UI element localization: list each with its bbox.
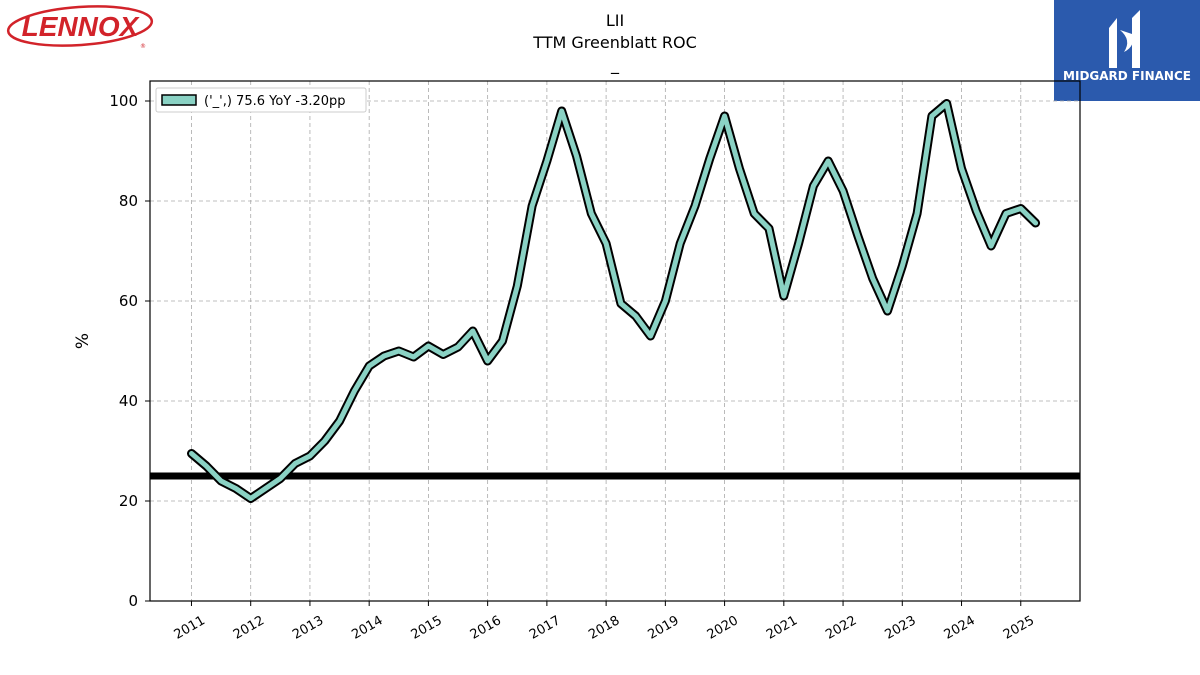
y-axis: 0 20 40 60 80 100 — [109, 92, 150, 610]
x-tick-label: 2014 — [349, 613, 385, 643]
series-line — [189, 101, 1039, 501]
x-axis: 2011 2012 2013 2014 2015 2016 2017 2018 2019 2020… — [172, 601, 1037, 643]
x-tick-label: 2011 — [172, 613, 208, 643]
x-tick-label: 2012 — [231, 613, 267, 643]
y-tick-label: 100 — [109, 92, 138, 110]
y-tick-label: 40 — [119, 392, 138, 410]
x-tick-label: 2020 — [705, 613, 741, 643]
plot-area-frame — [149, 80, 1081, 602]
lennox-wordmark: LENNOX — [22, 11, 141, 42]
midgard-finance-logo: MIDGARD FINANCE — [1054, 0, 1200, 101]
x-tick-label: 2015 — [409, 613, 445, 643]
legend: ('_',) 75.6 YoY -3.20pp — [155, 87, 367, 113]
x-tick-label: 2018 — [586, 613, 622, 643]
chart-title: TTM Greenblatt ROC — [533, 33, 697, 52]
x-tick-label: 2017 — [527, 613, 563, 643]
y-axis-label: % — [73, 333, 93, 349]
x-tick-label: 2021 — [764, 613, 800, 643]
x-tick-label: 2025 — [1001, 613, 1037, 643]
legend-box — [155, 87, 367, 113]
legend-swatch — [161, 94, 197, 106]
x-tick-label: 2023 — [882, 613, 918, 643]
y-tick-label: 80 — [119, 192, 138, 210]
x-tick-label: 2016 — [468, 613, 504, 643]
y-tick-label: 0 — [128, 592, 138, 610]
x-tick-label: 2024 — [942, 613, 978, 643]
midgard-m-icon — [1109, 10, 1140, 68]
x-tick-label: 2019 — [646, 613, 682, 643]
x-tick-label: 2022 — [823, 613, 859, 643]
y-tick-label: 60 — [119, 292, 138, 310]
chart-ticker: LII — [605, 11, 625, 30]
grid — [150, 81, 1080, 602]
chart-subtitle: _ — [611, 55, 619, 74]
legend-label: ('_',) 75.6 YoY -3.20pp — [204, 94, 346, 109]
x-tick-label: 2013 — [290, 613, 326, 643]
registered-mark: ® — [140, 43, 146, 50]
y-tick-label: 20 — [119, 492, 138, 510]
lennox-logo: LENNOX ® — [6, 5, 154, 50]
sponsor-name: MIDGARD FINANCE — [1063, 69, 1191, 83]
